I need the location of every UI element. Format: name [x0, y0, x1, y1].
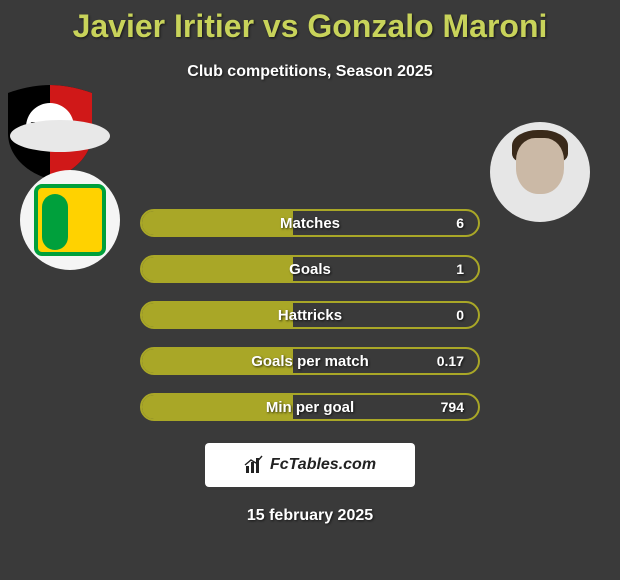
- player-right-avatar: [490, 122, 590, 222]
- stat-label: Goals: [142, 261, 478, 278]
- stat-label: Matches: [142, 215, 478, 232]
- stat-row: Hattricks 0: [140, 301, 480, 329]
- stat-value: 0.17: [437, 353, 464, 369]
- subtitle: Club competitions, Season 2025: [0, 63, 620, 81]
- stat-value: 1: [456, 261, 464, 277]
- date: 15 february 2025: [0, 507, 620, 525]
- stat-row: Matches 6: [140, 209, 480, 237]
- stat-label: Min per goal: [142, 399, 478, 416]
- stat-value: 0: [456, 307, 464, 323]
- stat-row: Goals per match 0.17: [140, 347, 480, 375]
- source-badge: FcTables.com: [205, 443, 415, 487]
- stat-label: Hattricks: [142, 307, 478, 324]
- stat-value: 794: [441, 399, 464, 415]
- chart-icon: [244, 455, 264, 475]
- stat-row: Goals 1: [140, 255, 480, 283]
- player-left-avatar: [10, 120, 110, 152]
- stat-row: Min per goal 794: [140, 393, 480, 421]
- stat-value: 6: [456, 215, 464, 231]
- source-badge-text: FcTables.com: [270, 456, 376, 474]
- page-title: Javier Iritier vs Gonzalo Maroni: [0, 0, 620, 45]
- stat-label: Goals per match: [142, 353, 478, 370]
- club-crest-left-inner: [34, 184, 106, 256]
- club-crest-left: [20, 170, 120, 270]
